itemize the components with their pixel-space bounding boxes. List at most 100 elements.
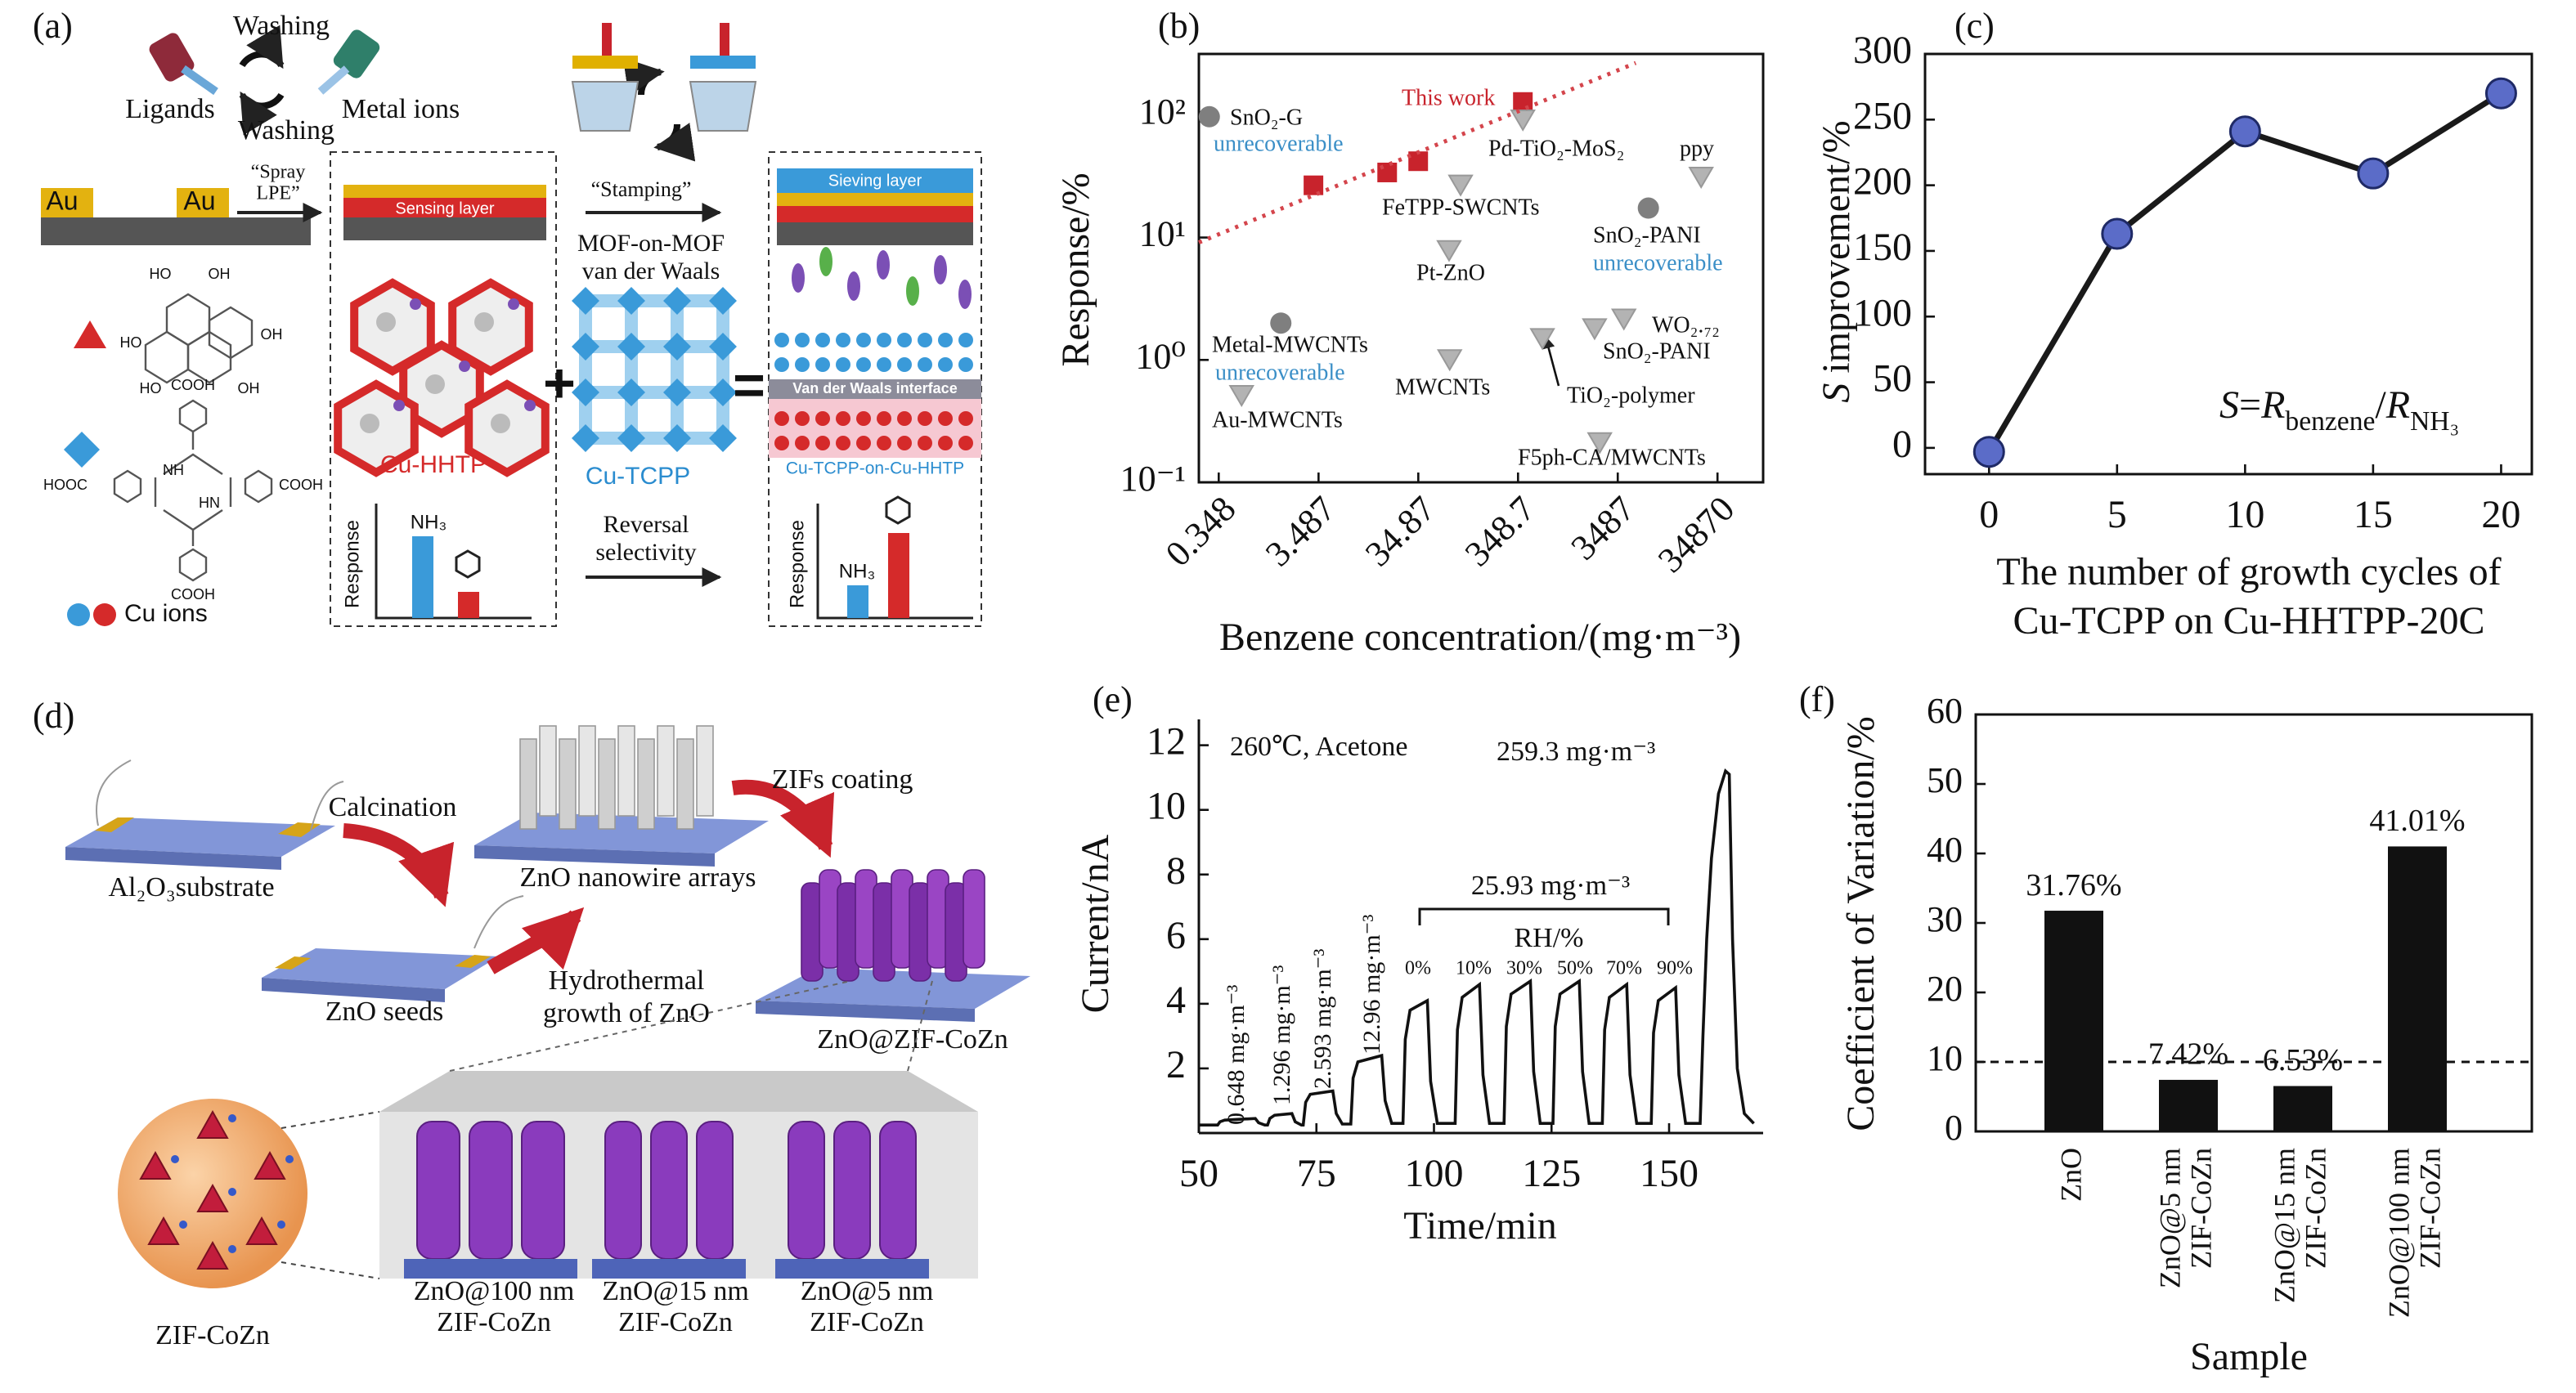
rh-label: 50% — [1557, 958, 1593, 979]
nanowire — [539, 725, 557, 817]
label: van der Waals — [582, 258, 720, 284]
red-node — [918, 436, 932, 450]
y-tick-label: 60 — [1927, 691, 1963, 731]
label: NH₃ — [839, 560, 875, 582]
blue-node — [836, 357, 850, 372]
y-tick-label: 20 — [1927, 969, 1963, 1009]
annotation: 259.3 mg·m⁻³ — [1497, 737, 1655, 767]
coated-nanowire — [833, 1121, 871, 1260]
electrode — [41, 188, 311, 245]
polyhedron — [139, 1150, 172, 1180]
y-tick-label: 10⁰ — [1135, 336, 1186, 376]
nanowire — [637, 738, 655, 830]
nanowire — [617, 725, 635, 817]
x-tick-label: ZIF-CoZn — [2299, 1148, 2331, 1269]
label: Reversal — [604, 511, 689, 538]
chem-labels: HO OH HO OH HO OH COOH HOOC COOH NH HN COOH — [43, 266, 323, 602]
node — [617, 424, 645, 452]
point-label: Metal-MWCNTs — [1212, 332, 1368, 357]
ion — [524, 400, 536, 411]
annotation: 12.96 mg·m⁻³ — [1358, 915, 1385, 1055]
point-note: unrecoverable — [1214, 131, 1344, 156]
base — [592, 1259, 746, 1279]
diamond-icon — [64, 432, 100, 468]
x-tick-label: 5 — [2107, 493, 2127, 536]
guest — [474, 312, 494, 332]
red-node — [877, 436, 891, 450]
bar — [2044, 911, 2103, 1131]
point-label: TiO₂-polymer — [1567, 383, 1695, 408]
x-tick-label: 15 — [2354, 493, 2393, 536]
label: Sieving layer — [828, 172, 922, 190]
ion-icon — [93, 603, 116, 626]
nanowire — [519, 738, 537, 830]
chem-label: HO — [150, 266, 172, 282]
annotation: 25.93 mg·m⁻³ — [1471, 871, 1630, 901]
x-tick-label: ZnO@15 nm — [2268, 1148, 2300, 1303]
y-tick-label: 250 — [1853, 94, 1912, 137]
ion — [459, 361, 470, 372]
label: growth of ZnO — [543, 998, 710, 1028]
coated-nanowire — [788, 1121, 825, 1260]
blue-node — [897, 333, 912, 347]
y-axis-title: Current/nA — [1074, 834, 1117, 1013]
red-node — [815, 436, 830, 450]
red-node — [958, 411, 973, 426]
point — [1513, 92, 1533, 112]
value-label: 6.53% — [2263, 1043, 2343, 1077]
point — [1972, 436, 2005, 468]
annotation: 260℃, Acetone — [1230, 732, 1407, 762]
guest — [360, 414, 379, 433]
y-tick-label: 10² — [1139, 92, 1186, 132]
point — [1436, 349, 1463, 372]
text-part: S — [2219, 383, 2239, 427]
y-tick-label: 0 — [1892, 423, 1912, 466]
x-tick-label: 100 — [1405, 1152, 1464, 1195]
red-node — [795, 436, 810, 450]
y-tick-label: 10⁻¹ — [1120, 459, 1186, 499]
triangle-icon — [74, 320, 106, 348]
stamp-icons — [571, 23, 757, 132]
panel-label: (c) — [1954, 6, 1995, 46]
guest — [425, 374, 445, 394]
node — [663, 378, 691, 406]
label: Cu ions — [124, 600, 208, 627]
blue-node — [877, 357, 891, 372]
text-part: R — [2385, 383, 2410, 427]
panel-a: (a) Washing Ligands Washing Metal ions A… — [33, 6, 982, 627]
molecule — [906, 276, 919, 306]
text-part: S — [1815, 383, 1858, 403]
label: ZnO@ZIF-CoZn — [817, 1024, 1008, 1055]
rh-label: 90% — [1657, 958, 1693, 979]
dashed-box — [330, 151, 557, 627]
bar — [2388, 846, 2447, 1131]
nanowire — [578, 725, 596, 817]
point — [1304, 175, 1324, 195]
y-tick-label: 6 — [1166, 914, 1186, 957]
blue-node — [918, 357, 932, 372]
node — [572, 424, 599, 452]
x-tick-label: 34870 — [1650, 489, 1742, 580]
data-line — [1199, 768, 1755, 1126]
rh-label: 0% — [1405, 958, 1431, 979]
x-tick-label: 3.487 — [1258, 489, 1344, 575]
x-tick-label: 150 — [1640, 1152, 1699, 1195]
guest — [376, 312, 396, 332]
polyhedron — [147, 1216, 180, 1245]
chem-label: NH — [163, 462, 184, 478]
x-axis-title: Sample — [2190, 1335, 2308, 1378]
ion-icon — [67, 603, 90, 626]
label: ZIF-CoZn — [618, 1307, 733, 1337]
cycle-arrows — [239, 25, 696, 162]
point — [1408, 151, 1429, 172]
panel-label: (b) — [1158, 6, 1200, 46]
node — [663, 424, 691, 452]
blue-node — [795, 357, 810, 372]
rh-label: 30% — [1506, 958, 1542, 979]
x-axis-title: Cu-TCPP on Cu-HHTPP-20C — [2013, 599, 2485, 643]
panel-label: (e) — [1093, 679, 1133, 719]
chem-label: HOOC — [43, 477, 88, 493]
chem-label: COOH — [171, 586, 215, 602]
node — [617, 287, 645, 315]
bracket — [1418, 907, 1670, 925]
